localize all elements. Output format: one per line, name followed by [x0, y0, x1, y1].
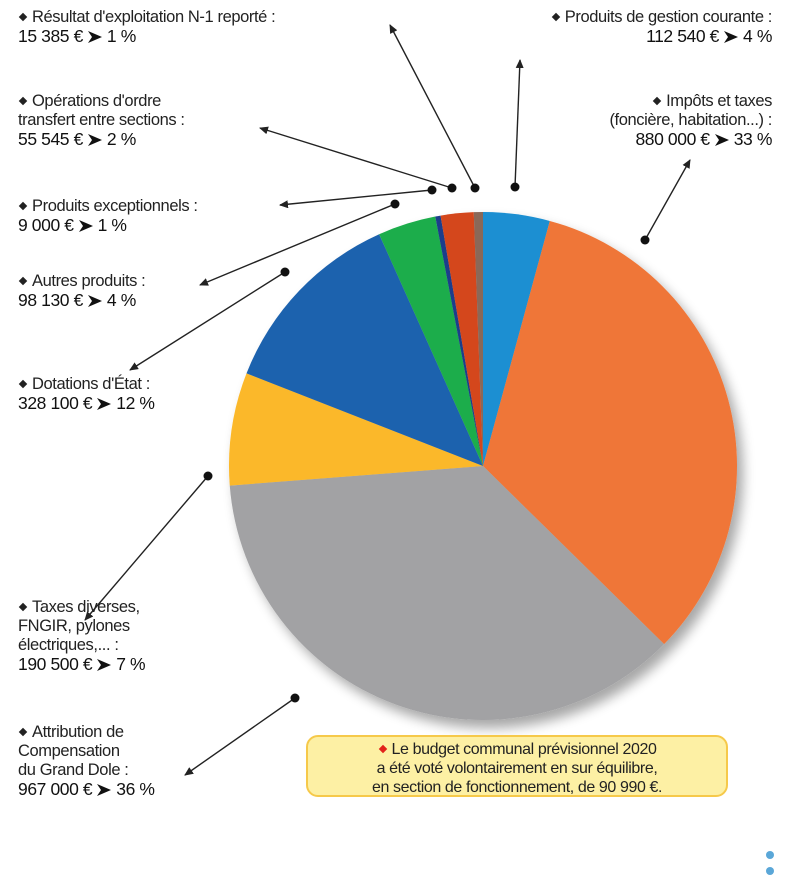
bullet — [18, 201, 28, 210]
arrow-shape — [87, 295, 102, 307]
amount: 967 000 € — [18, 779, 93, 799]
percent: 4 % — [743, 26, 772, 46]
slice-label: Produits de gestion courante :112 540 € 4… — [551, 8, 772, 47]
arrow-shape — [97, 659, 112, 671]
leader-dot — [280, 267, 290, 277]
slice-label: Produits exceptionnels :9 000 € 1 % — [18, 197, 198, 236]
leader-dot — [290, 693, 300, 703]
pie-slice — [246, 234, 483, 466]
percent: 1 % — [106, 26, 136, 46]
bullet — [551, 12, 561, 21]
leader-dot — [510, 182, 520, 192]
note-text: Le budget communal prévisionnel 2020 a é… — [371, 741, 663, 796]
pie-slice — [483, 212, 550, 466]
bullet — [378, 744, 387, 754]
pie-slice — [229, 466, 665, 720]
leader-line — [389, 24, 476, 189]
slice-label: Impôts et taxes (foncière, habitation...… — [609, 92, 772, 150]
leader-line — [644, 159, 691, 241]
arrow-shape — [87, 31, 102, 43]
category-name: Produits exceptionnels : — [32, 197, 198, 215]
leader-line — [199, 203, 396, 286]
amount: 112 540 € — [646, 26, 720, 46]
pie-slice — [440, 212, 483, 466]
bullet — [18, 276, 28, 285]
note: Le budget communal prévisionnel 2020 a é… — [306, 735, 728, 797]
amount: 190 500 € — [18, 654, 93, 674]
category-name: Dotations d'État : — [32, 375, 150, 393]
pie-slice — [379, 216, 483, 466]
bullet — [18, 602, 28, 611]
amount: 98 130 € — [18, 290, 83, 310]
pie-slice — [435, 215, 483, 466]
bullet — [18, 96, 28, 105]
leader-dot — [390, 199, 400, 209]
pie — [229, 212, 738, 720]
leader-dot — [203, 471, 213, 481]
percent: 7 % — [116, 654, 146, 674]
arrow-shape — [78, 220, 93, 232]
arrow-shape — [87, 134, 102, 146]
percent: 36 % — [116, 779, 155, 799]
arrow-glyph — [97, 784, 112, 796]
percent: 12 % — [116, 393, 155, 413]
amount: 55 545 € — [18, 129, 83, 149]
arrow-glyph — [97, 398, 112, 410]
leader-line — [129, 271, 286, 371]
pie-slice — [229, 373, 483, 486]
leader-dot — [640, 235, 650, 245]
slice-label: Autres produits :98 130 € 4 % — [18, 272, 146, 311]
slice-label: Opérations d'ordre transfert entre secti… — [18, 92, 185, 150]
bullet — [18, 727, 28, 736]
category-name: Impôts et taxes (foncière, habitation...… — [609, 92, 772, 129]
arrow-shape — [724, 31, 739, 43]
arrow-shape — [97, 398, 112, 410]
amount: 9 000 € — [18, 215, 74, 235]
percent: 33 % — [733, 129, 773, 149]
slice-label: Attribution de Compensation du Grand Dol… — [18, 723, 155, 800]
pie-slice — [473, 212, 483, 466]
category-name: Autres produits : — [32, 272, 146, 290]
arrow-glyph — [87, 134, 102, 146]
decor-dot — [766, 867, 774, 875]
category-name: Taxes diverses, FNGIR, pylones électriqu… — [18, 598, 140, 654]
percent: 2 % — [106, 129, 136, 149]
bullet — [18, 12, 28, 21]
leader-line — [279, 189, 433, 209]
leader-dot — [447, 183, 457, 193]
decor-dot — [766, 851, 774, 859]
percent: 1 % — [97, 215, 127, 235]
arrow-glyph — [87, 31, 102, 43]
arrow-glyph — [714, 134, 729, 146]
leader-line — [184, 697, 296, 776]
amount: 328 100 € — [18, 393, 93, 413]
arrows — [84, 24, 691, 776]
arrow-glyph — [97, 659, 112, 671]
category-name: Résultat d'exploitation N-1 reporté : — [32, 8, 276, 26]
arrow-glyph — [78, 220, 93, 232]
slice-label: Résultat d'exploitation N-1 reporté :15 … — [18, 8, 276, 47]
bullet — [18, 379, 28, 388]
slice-label: Dotations d'État :328 100 € 12 % — [18, 375, 155, 414]
slice-label: Taxes diverses, FNGIR, pylones électriqu… — [18, 598, 146, 675]
arrow-shape — [714, 134, 729, 146]
arrow-shape — [97, 784, 112, 796]
arrow-glyph — [87, 295, 102, 307]
arrow-glyph — [724, 31, 739, 43]
category-name: Opérations d'ordre transfert entre secti… — [18, 92, 185, 129]
category-name: Produits de gestion courante : — [564, 8, 773, 26]
percent: 4 % — [106, 290, 136, 310]
category-name: Attribution de Compensation du Grand Dol… — [18, 723, 129, 779]
leader-line — [259, 126, 453, 189]
leader-dot — [427, 185, 437, 195]
leader-dot — [470, 183, 480, 193]
amount: 15 385 € — [18, 26, 83, 46]
amount: 880 000 € — [635, 129, 710, 149]
bullet — [652, 96, 662, 105]
leader-line — [84, 475, 209, 621]
pie-slice — [483, 220, 738, 645]
leader-line — [514, 59, 524, 188]
